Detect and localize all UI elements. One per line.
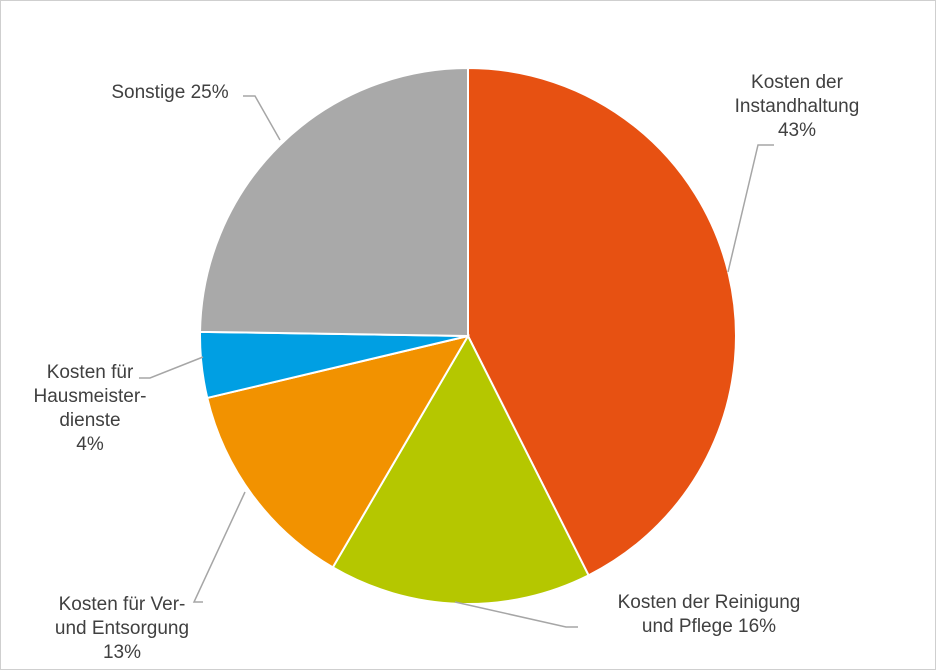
slice-label-line: dienste [59,410,120,431]
slice-label-sonstige-25-4: Sonstige 25% [111,82,228,103]
leader-lines [139,95,774,628]
slice-label-line: Kosten der Reinigung [618,592,801,613]
slice-label-line: Kosten der [751,72,844,93]
slice-label-kosten-der-reinigung-1: Kosten der Reinigung und Pflege 16% [618,592,801,637]
slice-label-line: 13% [103,642,141,663]
slice-label-kosten-der-0: Kosten der Instandhaltung 43% [735,72,860,141]
pie-slices [199,66,737,605]
slice-label-line: 43% [778,120,816,141]
pie-slice-kosten-fur-ver-2 [206,334,471,569]
slice-label-kosten-fur-3: Kosten für Hausmeister-dienste 4% [34,362,147,455]
slice-label-line: Instandhaltung [735,96,860,117]
pie-slice-sonstige-25-4 [199,66,469,338]
leader-line-kosten-fur-3 [139,356,204,379]
slice-label-line: Kosten für Ver- [59,594,186,615]
slice-label-line: Sonstige 25% [111,82,228,103]
slice-label-kosten-fur-ver-2: Kosten für Ver-und Entsorgung 13% [55,594,189,663]
slice-label-line: 4% [76,434,104,455]
leader-line-sonstige-25-4 [243,95,281,141]
slice-label-line: und Pflege 16% [642,616,776,637]
slice-label-line: Kosten für [47,362,134,383]
slice-label-line: Hausmeister- [34,386,147,407]
pie-slice-kosten-der-reinigung-1 [331,333,590,605]
slice-labels: Kosten der Instandhaltung 43% Kosten der Re… [34,72,860,663]
leader-line-kosten-fur-ver-2 [192,491,246,603]
pie-slice-kosten-der-0 [467,66,737,577]
leader-line-kosten-der-0 [727,144,774,273]
slice-label-line: und Entsorgung [55,618,189,639]
leader-line-kosten-der-reinigung-1 [454,601,578,628]
